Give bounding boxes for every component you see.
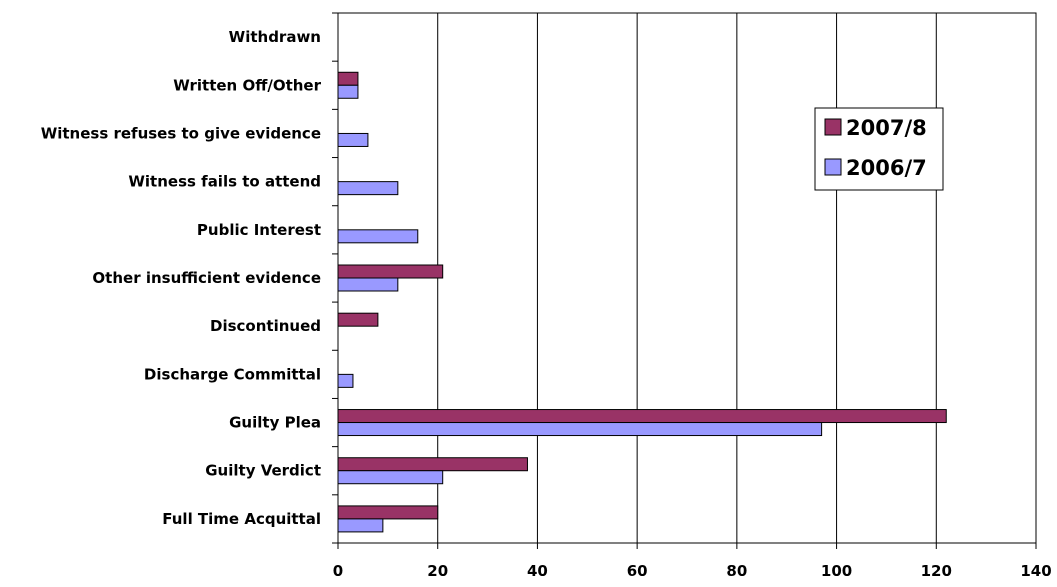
bars	[337, 71, 947, 533]
category-label: Guilty Verdict	[205, 462, 321, 480]
legend-label: 2007/8	[846, 116, 927, 140]
bar-2006-7	[337, 470, 444, 485]
category-label: Witness fails to attend	[128, 173, 321, 191]
category-label: Guilty Plea	[229, 414, 321, 432]
x-tick-label: 0	[333, 562, 343, 580]
x-tick-label: 140	[1020, 562, 1051, 580]
bar-2006-7	[337, 229, 419, 244]
bar-2007-8	[337, 409, 947, 424]
bar-2006-7	[337, 373, 354, 388]
category-labels: Withdrawn Written Off/Other Witness refuse…	[41, 28, 322, 528]
bar-2007-8	[337, 457, 528, 472]
category-label: Witness refuses to give evidence	[41, 124, 321, 142]
bar-2007-8	[337, 505, 439, 520]
bar-2006-7	[337, 132, 369, 147]
x-tick-label: 60	[627, 562, 648, 580]
category-label: Public Interest	[197, 221, 321, 239]
legend: 2007/8 2006/7	[814, 107, 944, 191]
x-tick-label: 20	[427, 562, 448, 580]
x-tick-labels: 0 20 40 60 80 100 120 140	[333, 562, 1052, 580]
legend-swatch	[824, 158, 842, 176]
category-label: Written Off/Other	[173, 76, 321, 94]
bar-2006-7	[337, 181, 399, 196]
bar-2006-7	[337, 84, 359, 99]
category-label: Other insufficient evidence	[92, 269, 321, 287]
x-tick-label: 80	[726, 562, 747, 580]
legend-label: 2006/7	[846, 156, 927, 180]
category-label: Full Time Acquittal	[162, 510, 321, 528]
bar-2007-8	[337, 71, 359, 86]
bar-2007-8	[337, 264, 444, 279]
x-tick-label: 120	[921, 562, 952, 580]
bar-2006-7	[337, 518, 384, 533]
legend-swatch	[824, 118, 842, 136]
category-label: Discharge Committal	[144, 365, 321, 383]
axes	[332, 12, 1037, 549]
bar-2007-8	[337, 312, 379, 327]
bar-2006-7	[337, 422, 823, 437]
x-tick-label: 40	[527, 562, 548, 580]
category-label: Withdrawn	[229, 28, 321, 46]
category-label: Discontinued	[210, 317, 321, 335]
bar-2006-7	[337, 277, 399, 292]
x-tick-label: 100	[821, 562, 852, 580]
gridlines	[337, 12, 1037, 544]
